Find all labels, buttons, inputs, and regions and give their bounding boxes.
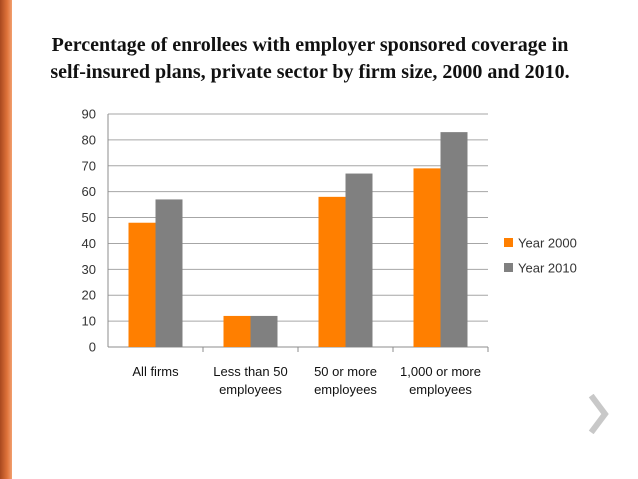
bar-year-2010 <box>345 173 373 347</box>
legend-label: Year 2010 <box>518 261 577 276</box>
y-tick-label: 30 <box>82 262 96 277</box>
x-tick-label: 1,000 or more employees <box>400 364 481 397</box>
x-tick-label: All firms <box>132 364 179 379</box>
y-tick-label: 60 <box>82 184 96 199</box>
x-tick-label: Less than 50 employees <box>213 364 287 397</box>
chart-title-line-1: Percentage of enrollees with employer sp… <box>51 34 569 56</box>
legend: Year 2000 Year 2010 <box>504 236 577 276</box>
x-tick-label-line: Less than 50 <box>213 364 287 379</box>
x-tick-label-line: All firms <box>132 364 179 379</box>
y-tick-label: 90 <box>82 107 96 122</box>
bars <box>128 132 468 347</box>
x-tick-label-line: employees <box>314 382 377 397</box>
bar-year-2010 <box>155 199 183 347</box>
y-tick-label: 50 <box>82 210 96 225</box>
y-tick-label: 20 <box>82 288 96 303</box>
x-tick-label-line: employees <box>409 382 472 397</box>
y-tick-label: 70 <box>82 158 96 173</box>
legend-swatch <box>504 238 513 247</box>
chart-title: Percentage of enrollees with employer sp… <box>30 32 590 86</box>
y-axis: 0 10 20 30 40 50 60 70 80 90 <box>82 107 109 355</box>
bar-year-2000 <box>223 315 251 347</box>
y-tick-label: 40 <box>82 236 96 251</box>
x-tick-label-line: 1,000 or more <box>400 364 481 379</box>
x-tick-label: 50 or more employees <box>314 364 377 397</box>
legend-swatch <box>504 263 513 272</box>
y-tick-label: 0 <box>89 340 96 355</box>
bar-year-2010 <box>440 132 468 347</box>
x-tick-label-line: employees <box>219 382 282 397</box>
chart-title-line-2: self-insured plans, private sector by fi… <box>50 61 570 83</box>
y-tick-label: 10 <box>82 314 96 329</box>
bar-year-2000 <box>318 196 346 347</box>
chevron-right-icon[interactable] <box>588 394 612 434</box>
bar-year-2000 <box>128 222 156 347</box>
bar-year-2000 <box>413 168 441 347</box>
bar-year-2010 <box>250 315 278 347</box>
legend-label: Year 2000 <box>518 236 577 251</box>
y-tick-label: 80 <box>82 132 96 147</box>
x-tick-label-line: 50 or more <box>314 364 377 379</box>
slide-accent-bar <box>0 0 12 479</box>
